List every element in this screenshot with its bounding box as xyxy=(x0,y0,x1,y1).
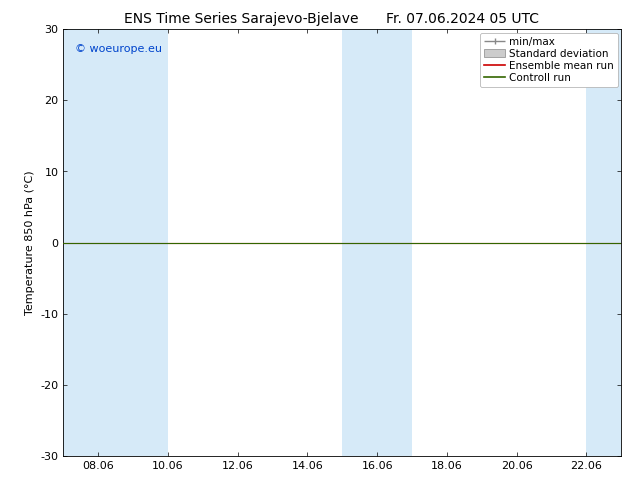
Text: Fr. 07.06.2024 05 UTC: Fr. 07.06.2024 05 UTC xyxy=(386,12,540,26)
Bar xyxy=(342,29,412,456)
Legend: min/max, Standard deviation, Ensemble mean run, Controll run: min/max, Standard deviation, Ensemble me… xyxy=(480,32,618,87)
Text: ENS Time Series Sarajevo-Bjelave: ENS Time Series Sarajevo-Bjelave xyxy=(124,12,358,26)
Bar xyxy=(63,29,98,456)
Y-axis label: Temperature 850 hPa (°C): Temperature 850 hPa (°C) xyxy=(25,170,35,315)
Bar xyxy=(586,29,621,456)
Text: © woeurope.eu: © woeurope.eu xyxy=(75,44,162,54)
Bar xyxy=(98,29,168,456)
